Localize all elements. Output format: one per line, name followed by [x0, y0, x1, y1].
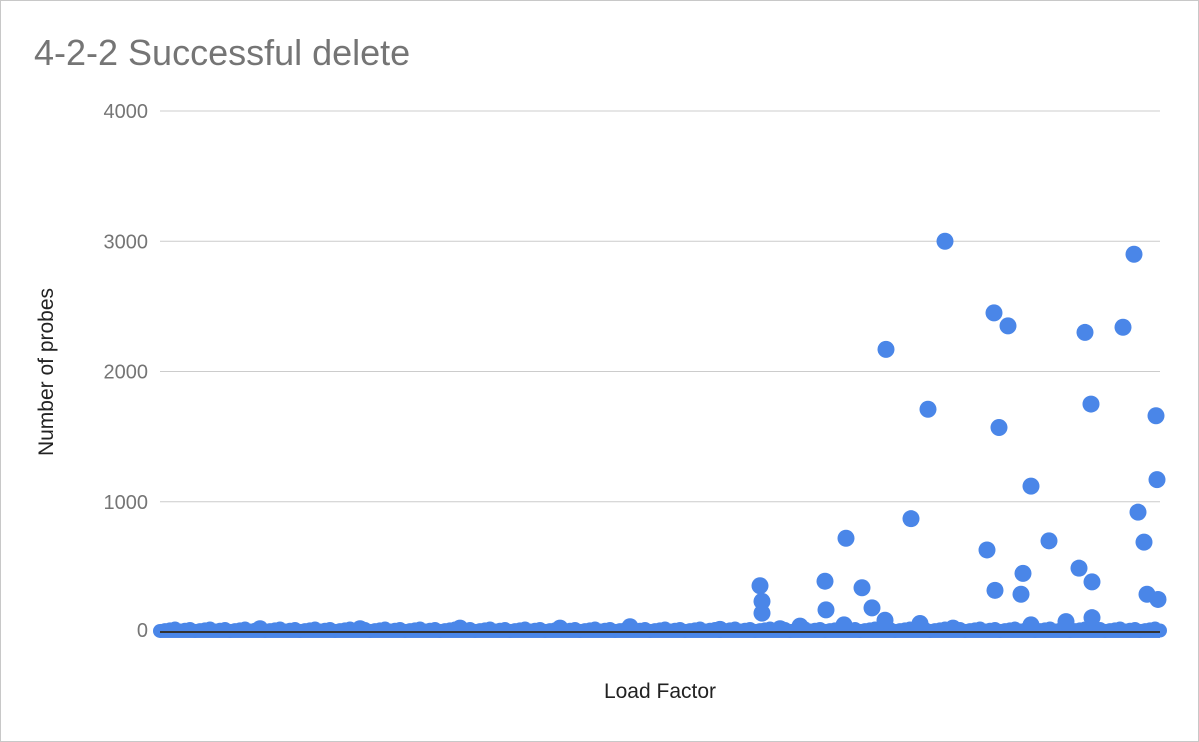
data-points — [251, 232, 1167, 638]
chart-title: 4-2-2 Successful delete — [34, 32, 411, 73]
gridlines — [160, 110, 1160, 503]
y-axis-title: Number of probes — [35, 288, 58, 456]
data-point — [863, 599, 881, 617]
data-point — [837, 529, 855, 547]
data-point — [1148, 471, 1166, 489]
y-tick-label: 0 — [137, 620, 148, 642]
y-tick-label: 2000 — [104, 362, 149, 384]
data-point — [986, 581, 1004, 599]
data-point — [1149, 590, 1167, 608]
data-point — [791, 617, 809, 635]
y-tick-label: 4000 — [104, 101, 149, 123]
data-point — [919, 400, 937, 418]
y-tick-label: 1000 — [104, 492, 149, 514]
data-point — [902, 510, 920, 528]
data-point — [1125, 245, 1143, 263]
data-point — [1012, 585, 1030, 603]
data-point — [753, 592, 771, 610]
data-point — [978, 541, 996, 559]
data-point — [1083, 573, 1101, 591]
data-point — [771, 620, 789, 638]
data-point — [551, 619, 569, 637]
data-point — [751, 577, 769, 595]
data-point — [944, 619, 962, 637]
data-point — [351, 620, 369, 638]
data-point — [451, 619, 469, 637]
data-point — [1014, 564, 1032, 582]
data-point — [1022, 616, 1040, 634]
data-point — [1022, 477, 1040, 495]
data-point — [1082, 395, 1100, 413]
baseline-points — [153, 621, 1167, 638]
data-point — [1040, 532, 1058, 550]
data-point — [753, 604, 771, 622]
data-point — [999, 317, 1017, 335]
x-axis-title: Load Factor — [604, 680, 716, 703]
data-point — [1114, 318, 1132, 336]
data-point — [1076, 323, 1094, 341]
data-point — [911, 615, 929, 633]
data-point — [1135, 533, 1153, 551]
data-point — [990, 419, 1008, 437]
data-point — [835, 616, 853, 634]
data-point — [711, 620, 729, 638]
data-point — [853, 579, 871, 597]
y-tick-labels: 0 1000 2000 3000 4000 — [104, 101, 149, 642]
data-point — [817, 601, 835, 619]
data-point — [1147, 407, 1165, 425]
data-point — [1083, 609, 1101, 627]
data-point — [877, 340, 895, 358]
data-point — [936, 232, 954, 250]
data-point — [876, 611, 894, 629]
data-point — [251, 620, 269, 638]
baseline-point — [1153, 623, 1167, 638]
data-point — [1070, 559, 1088, 577]
data-point — [1129, 503, 1147, 521]
data-point — [816, 572, 834, 590]
data-point — [1057, 613, 1075, 631]
y-tick-label: 3000 — [104, 231, 149, 253]
data-point — [985, 304, 1003, 322]
